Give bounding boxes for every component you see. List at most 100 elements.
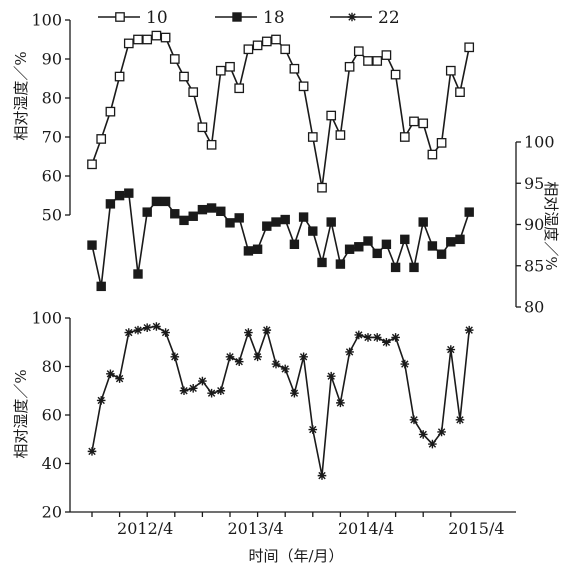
point-22-16 (234, 357, 244, 366)
point-22-11 (188, 384, 198, 393)
y-tick-label-1-90: 90 (42, 50, 62, 69)
point-22-3 (115, 374, 124, 383)
y-axis-title-top: 相对湿度／% (12, 51, 30, 140)
point-18-24 (308, 226, 318, 236)
point-18-38 (436, 249, 447, 259)
point-22-2 (106, 369, 115, 379)
point-10-3 (114, 71, 125, 82)
series-line-10 (91, 34, 470, 188)
point-22-22 (290, 388, 299, 398)
point-22-5 (133, 325, 143, 335)
point-22-32 (382, 337, 391, 347)
point-18-13 (206, 203, 217, 213)
point-18-31 (372, 248, 382, 259)
point-22-18 (253, 352, 262, 362)
series-line-18 (91, 192, 470, 287)
point-22-0 (87, 447, 97, 456)
point-10-25 (317, 182, 327, 193)
point-10-36 (418, 118, 429, 129)
point-18-21 (280, 214, 290, 225)
point-18-34 (400, 234, 410, 245)
x-tick-label-2012/4: 2012/4 (117, 519, 173, 538)
point-22-25 (317, 471, 327, 480)
legend-label-10: 10 (146, 8, 168, 28)
point-18-6 (142, 207, 152, 217)
legend-label-22: 22 (378, 8, 400, 28)
y-tick-label-3-40: 40 (42, 454, 62, 473)
point-18-17 (243, 246, 254, 256)
series (87, 30, 475, 480)
point-22-7 (152, 322, 161, 331)
y-tick-label-2-80: 80 (524, 298, 544, 317)
point-22-21 (280, 364, 290, 374)
point-22-33 (391, 333, 400, 342)
point-18-18 (252, 244, 263, 254)
point-10-14 (215, 65, 226, 76)
point-22-23 (299, 352, 308, 362)
point-10-11 (188, 87, 199, 97)
point-18-8 (160, 196, 171, 207)
point-10-26 (326, 110, 337, 121)
point-10-6 (142, 34, 153, 45)
x-tick-label-2014/4: 2014/4 (338, 519, 394, 538)
point-18-32 (381, 239, 392, 250)
point-10-17 (243, 44, 254, 55)
point-18-25 (317, 257, 327, 268)
point-22-37 (428, 439, 437, 449)
y-tick-label-3-80: 80 (42, 357, 62, 376)
point-22-39 (446, 345, 456, 354)
point-22-9 (170, 352, 180, 362)
point-18-15 (225, 218, 235, 228)
y-tick-label-1-50: 50 (42, 206, 62, 225)
point-18-28 (344, 244, 355, 254)
point-10-33 (390, 69, 401, 80)
point-10-35 (409, 116, 419, 127)
point-18-16 (234, 213, 244, 223)
point-10-7 (151, 30, 162, 41)
point-22-6 (142, 323, 152, 332)
y-tick-label-1-80: 80 (42, 89, 62, 108)
point-22-10 (179, 386, 189, 396)
point-10-21 (280, 44, 291, 55)
point-10-1 (96, 134, 107, 144)
y-axis-title-bottom: 相对湿度／% (12, 369, 30, 458)
legend-marker-22 (347, 12, 357, 22)
point-10-40 (455, 87, 465, 97)
x-axis-title: 时间（年/月） (248, 547, 343, 565)
point-22-31 (372, 333, 382, 342)
point-22-19 (262, 325, 272, 335)
point-18-4 (124, 188, 134, 198)
point-10-18 (252, 40, 263, 51)
y-tick-label-1-70: 70 (42, 128, 62, 147)
point-22-26 (326, 371, 336, 381)
series-line-22 (91, 325, 470, 476)
point-18-1 (96, 281, 106, 292)
point-10-22 (289, 63, 300, 74)
point-22-27 (336, 398, 345, 408)
point-10-13 (206, 139, 217, 150)
point-22-12 (198, 376, 207, 386)
point-10-37 (427, 149, 438, 160)
point-22-29 (354, 330, 364, 340)
point-22-34 (400, 359, 410, 369)
point-22-8 (161, 328, 170, 337)
point-10-2 (105, 106, 116, 117)
x-tick-label-2015/4: 2015/4 (448, 519, 504, 538)
point-18-2 (105, 199, 116, 209)
point-18-29 (354, 242, 364, 252)
point-18-14 (216, 206, 226, 217)
point-22-17 (244, 328, 253, 337)
point-18-5 (133, 269, 143, 279)
y-tick-label-3-20: 20 (42, 503, 62, 522)
point-10-39 (445, 65, 456, 76)
point-18-26 (326, 217, 336, 227)
point-22-14 (216, 386, 226, 396)
legend: 10 18 22 (98, 8, 400, 28)
point-22-20 (271, 359, 281, 369)
point-10-5 (133, 34, 143, 45)
point-18-40 (455, 234, 465, 245)
point-22-36 (418, 430, 428, 439)
y-tick-label-1-60: 60 (42, 167, 62, 186)
legend-marker-18 (232, 12, 242, 22)
